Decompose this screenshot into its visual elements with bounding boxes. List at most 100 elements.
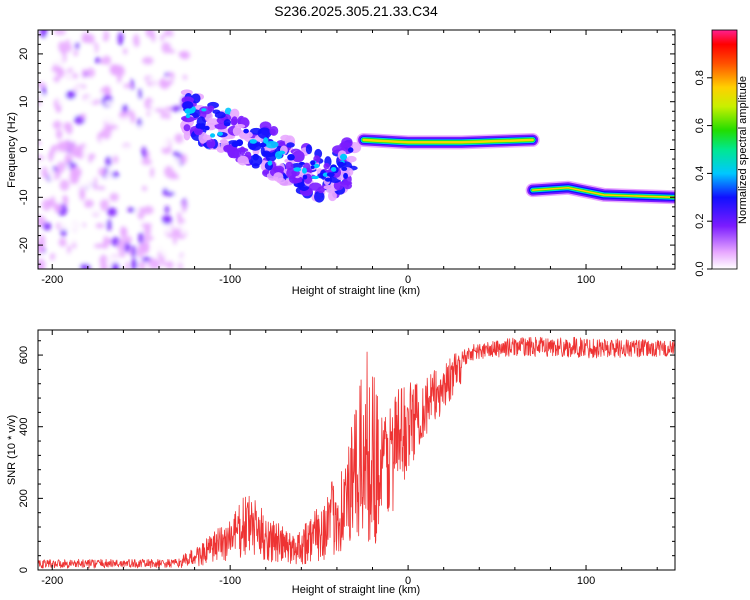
spectrogram-noise-blob (58, 142, 68, 153)
spectrogram-marks (38, 30, 675, 269)
spectrogram-noise-blob (39, 30, 48, 39)
spectrogram-noise-blob (75, 97, 86, 112)
spectrogram-noise-blob (163, 61, 174, 73)
spectrogram-noise-blob (86, 33, 95, 45)
spectrogram-noise-blob (40, 142, 48, 154)
spectrogram-noise-blob (171, 105, 183, 112)
spectrogram-noise-blob (131, 167, 138, 173)
colorbar-tick-label: 0.0 (694, 261, 706, 276)
spectrogram-noise-blob (181, 200, 187, 214)
spectrogram-track-blob (305, 144, 313, 155)
spectrogram-noise-blob (117, 239, 125, 253)
colorbar-tick-label: 0.4 (694, 166, 706, 181)
spectrogram-track-blob (207, 105, 215, 112)
spectrogram-noise-blob (87, 44, 96, 55)
spectrogram-noise-blob (102, 44, 107, 51)
spectrogram-noise-blob (172, 235, 177, 245)
spectrogram-track-blob (292, 178, 303, 184)
spectrogram-noise-blob (127, 109, 135, 117)
spectrogram-noise-blob (141, 56, 154, 65)
spectrogram-noise-blob (71, 68, 81, 74)
spectrogram-noise-blob (121, 235, 133, 244)
spectrogram-track-blob (341, 137, 353, 148)
spectrogram-noise-blob (139, 162, 146, 173)
spectrogram-noise-blob (80, 113, 87, 120)
spectrogram-track-blob (181, 96, 194, 104)
spectrogram-track-blob (224, 107, 232, 116)
spectrogram-noise-blob (135, 196, 141, 206)
spectrogram-track-core (267, 160, 273, 166)
spectrogram-noise-blob (172, 164, 181, 169)
spectrogram-track-core (287, 154, 295, 161)
spectrogram-noise-blob (141, 146, 147, 159)
spectrogram-ytick-label: -20 (18, 237, 30, 253)
spectrogram-track-blob (248, 154, 263, 167)
spectrogram-track-core (185, 113, 191, 119)
spectrogram-noise-blob (105, 171, 114, 182)
spectrogram-noise-blob (83, 199, 94, 209)
spectrogram-noise-blob (106, 218, 112, 232)
spectrogram-noise-blob (76, 242, 83, 250)
spectrogram-noise-blob (147, 77, 156, 83)
spectrogram-track-blob (317, 186, 325, 194)
spectrogram-track-core (252, 153, 259, 161)
spectrogram-noise-blob (155, 63, 162, 78)
spectrogram-noise-blob (99, 92, 105, 98)
spectrogram-noise-blob (127, 207, 136, 213)
spectrogram-noise-blob (57, 41, 66, 53)
spectrogram-noise-blob (121, 145, 132, 153)
spectrogram-track-core (340, 153, 348, 161)
spectrogram-noise-blob (54, 253, 63, 264)
spectrogram-noise-blob (168, 179, 180, 187)
spectrogram-noise-blob (166, 260, 174, 269)
colorbar-label: Normalized spectral amplitude (737, 76, 749, 224)
spectrogram-noise-blob (177, 148, 188, 154)
spectrogram-noise-blob (138, 261, 146, 269)
spectrogram-track-core (278, 150, 286, 155)
spectrogram-noise-blob (56, 161, 66, 173)
spectrogram-noise-blob (112, 49, 121, 57)
spectrogram-noise-blob (169, 126, 177, 131)
spectrogram-track-blob (182, 116, 195, 123)
spectrogram-track-blob (273, 165, 285, 174)
spectrogram-noise-blob (164, 106, 174, 112)
spectrogram-noise-blob (66, 251, 77, 262)
spectrogram-noise-blob (101, 55, 112, 66)
spectrogram-noise-blob (141, 158, 152, 166)
spectrogram-noise-blob (94, 57, 101, 64)
spectrogram-noise-blob (149, 46, 159, 52)
spectrogram-ytick-label: -10 (18, 189, 30, 205)
spectrogram-noise-blob (79, 212, 91, 217)
spectrogram-noise-blob (79, 55, 89, 66)
spectrogram-noise-blob (143, 224, 151, 237)
spectrogram-track-blob (339, 181, 353, 186)
spectrogram-noise-blob (78, 163, 91, 168)
spectrogram-track-core (243, 128, 249, 134)
spectrogram-noise-blob (108, 182, 120, 190)
spectrogram-noise-blob (95, 222, 105, 229)
spectrogram-noise-blob (48, 117, 53, 123)
spectrogram-track-blob (327, 190, 337, 202)
spectrogram-band-upper (362, 139, 534, 144)
spectrogram-track-blob (237, 155, 249, 166)
spectrogram-tracks (180, 89, 675, 205)
spectrogram-noise-blob (131, 245, 137, 259)
spectrogram-ytick-label: 0 (18, 146, 30, 152)
spectrogram-noise-blob (147, 258, 160, 269)
spectrogram-noise-blob (58, 237, 67, 248)
spectrogram-noise-blob (132, 33, 140, 48)
spectrogram-noise-blob (151, 31, 156, 43)
spectrogram-noise-blob (162, 136, 170, 149)
spectrogram-noise-blob (65, 90, 76, 100)
spectrogram-noise-blob (160, 111, 166, 120)
spectrogram-track-blob (239, 131, 250, 140)
spectrogram-track-blob (273, 172, 284, 182)
spectrogram-noise-blob (67, 71, 74, 80)
spectrogram-noise-blob (159, 34, 164, 42)
spectrogram-track-blob (323, 184, 334, 190)
spectrogram-noise-blob (180, 222, 187, 236)
spectrogram-track-blob (216, 116, 226, 124)
spectrogram-track-blob (206, 138, 216, 149)
spectrogram-noise-blob (164, 222, 173, 235)
spectrogram-noise-blob (105, 156, 112, 166)
